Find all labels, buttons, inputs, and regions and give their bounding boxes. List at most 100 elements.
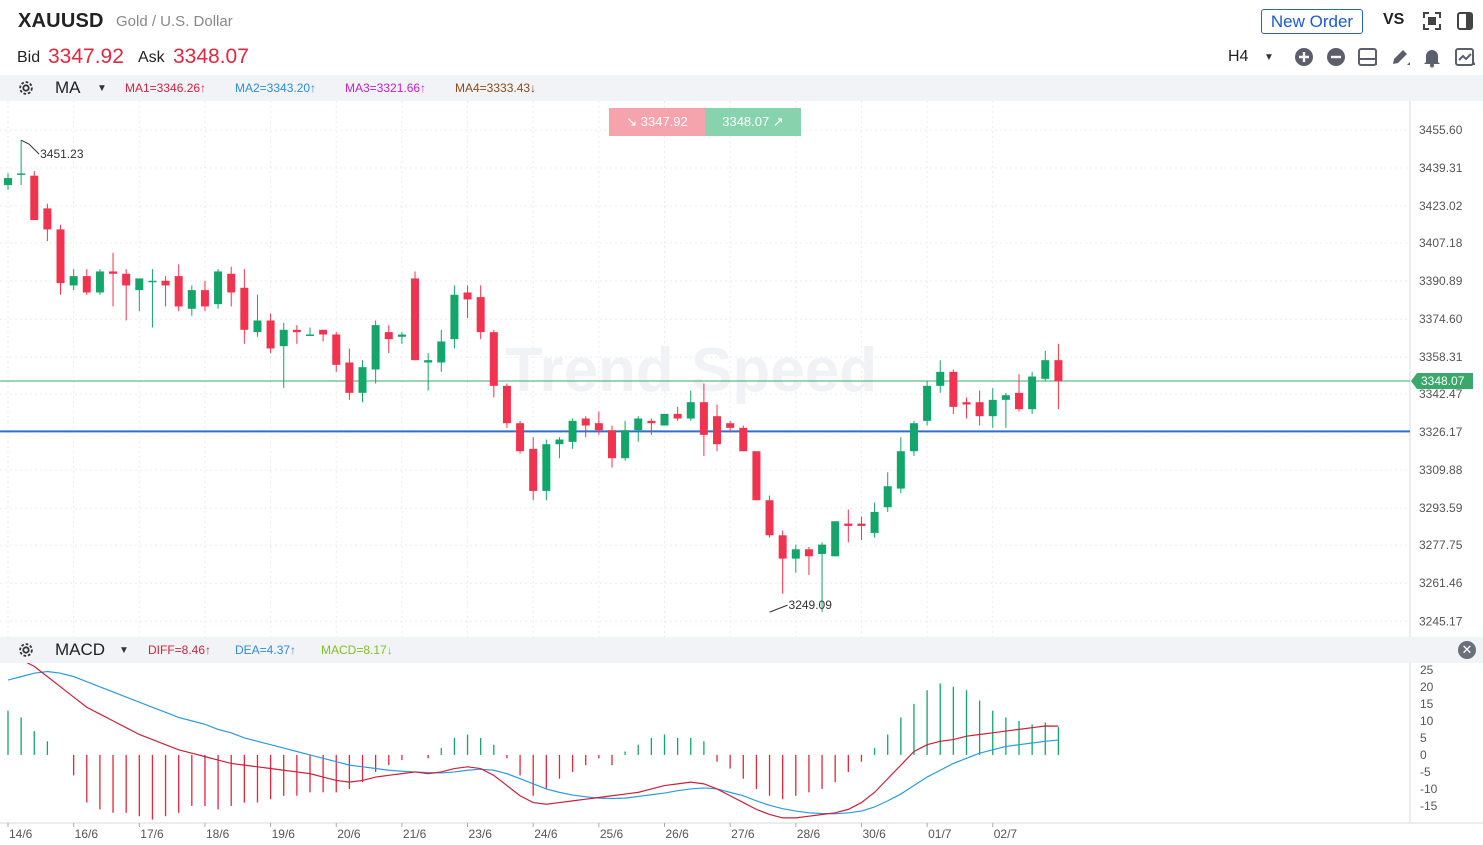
symbol-name[interactable]: XAUUSD [18, 10, 104, 32]
sell-arrow-icon: ↘ [626, 114, 638, 129]
layout-icon[interactable] [1357, 46, 1379, 68]
candle-body [726, 423, 735, 428]
candle-body [1015, 392, 1024, 410]
candle-body [463, 292, 472, 300]
indicator-chart-icon[interactable] [1454, 46, 1476, 68]
candle-body [1001, 395, 1010, 400]
buy-quote-price: 3348.07 [722, 114, 770, 129]
candle [607, 425, 616, 468]
candle [529, 437, 538, 501]
candle [319, 329, 328, 342]
price-tick-label: 3309.88 [1419, 463, 1463, 477]
time-tick-label: 18/6 [206, 827, 230, 841]
sell-quote-badge[interactable]: ↘ 3347.92 [609, 108, 705, 136]
zoom-out-icon[interactable] [1325, 46, 1347, 68]
candle [122, 269, 131, 321]
current-price-tag-label: 3348.07 [1421, 374, 1465, 388]
candle [923, 381, 932, 426]
candle-body [384, 332, 393, 340]
candle [200, 280, 209, 312]
candle-body [345, 362, 354, 393]
candle [975, 390, 984, 426]
candle [253, 294, 262, 337]
candle [135, 278, 144, 312]
price-tick-label: 3439.31 [1419, 161, 1463, 175]
zoom-in-icon[interactable] [1293, 46, 1315, 68]
timeframe-selector[interactable]: H4 [1228, 48, 1249, 65]
price-tick-label: 3390.89 [1419, 274, 1463, 288]
new-order-button[interactable]: New Order [1261, 9, 1363, 34]
candle-body [43, 208, 52, 230]
macd-chart[interactable]: 25 20 15 10 5 0 -5 -10 -15 14/6 16/6 17/6 18/6 19/6 20… [0, 663, 1483, 845]
candle [227, 266, 236, 307]
price-tick-label: 3423.02 [1419, 199, 1463, 213]
price-chart[interactable]: Trend Speed3451.233249.093455.603439.313… [0, 101, 1483, 638]
price-tick-label: 3277.75 [1419, 538, 1463, 552]
annotation-leader [20, 139, 40, 155]
fullscreen-icon[interactable] [1422, 11, 1442, 31]
candle [542, 439, 551, 501]
chevron-down-icon[interactable]: ▼ [1264, 52, 1274, 63]
candle [161, 276, 170, 307]
candle [305, 327, 314, 336]
candle-body [437, 341, 446, 363]
candle-body [253, 320, 262, 333]
close-icon[interactable]: ✕ [1458, 641, 1476, 659]
candle-body [647, 420, 656, 424]
candle [949, 369, 958, 414]
price-tick-label: 3326.17 [1419, 425, 1463, 439]
price-tick-label: 3407.18 [1419, 236, 1463, 250]
candle-body [4, 178, 12, 186]
candle [791, 544, 800, 573]
candle [1001, 392, 1010, 428]
candle [371, 320, 380, 384]
candle [936, 360, 945, 393]
settings-gear-icon[interactable] [17, 641, 35, 659]
candle-body [424, 360, 433, 363]
chevron-down-icon[interactable]: ▼ [97, 83, 107, 94]
macd-tick-label: 5 [1420, 731, 1427, 745]
candle-body [69, 276, 78, 286]
compare-vs-button[interactable]: VS [1383, 11, 1405, 28]
candle-body [411, 278, 420, 361]
symbol-description: Gold / U.S. Dollar [116, 13, 233, 30]
candle [660, 413, 669, 426]
candle [358, 360, 367, 403]
candle [187, 285, 196, 316]
pencil-icon[interactable] [1389, 46, 1411, 68]
macd-tick-label: -15 [1420, 799, 1438, 813]
candle [844, 509, 853, 543]
sidebar-icon[interactable] [1455, 11, 1475, 31]
sub-indicator-name[interactable]: MACD [55, 640, 106, 659]
candle [279, 322, 288, 389]
candle-body [397, 334, 406, 337]
candle [450, 285, 459, 349]
candle [516, 420, 525, 454]
time-tick-label: 01/7 [928, 827, 952, 841]
chevron-down-icon[interactable]: ▼ [119, 645, 129, 656]
candle [56, 224, 65, 295]
candle [1041, 350, 1050, 382]
candle [411, 271, 420, 361]
candle [831, 521, 840, 557]
candle [1054, 343, 1063, 410]
alert-bell-icon[interactable] [1421, 46, 1443, 68]
main-indicator-name[interactable]: MA [55, 78, 81, 97]
price-tick-label: 3358.31 [1419, 350, 1463, 364]
candle [555, 437, 564, 459]
time-tick-label: 02/7 [994, 827, 1018, 841]
buy-quote-badge[interactable]: 3348.07 ↗ [705, 108, 801, 136]
candle-body [1054, 360, 1063, 382]
candle-body [923, 385, 932, 421]
candle-body [634, 418, 643, 431]
settings-gear-icon[interactable] [17, 79, 35, 97]
price-tick-label: 3293.59 [1419, 501, 1463, 515]
candle-body [936, 371, 945, 386]
current-price-tag: 3348.07 [1411, 373, 1473, 390]
candle-body [713, 416, 722, 445]
candle-body [739, 427, 748, 452]
candle-body [1028, 376, 1037, 410]
candle-body [621, 430, 630, 459]
time-tick-label: 24/6 [534, 827, 558, 841]
candle [870, 502, 879, 538]
